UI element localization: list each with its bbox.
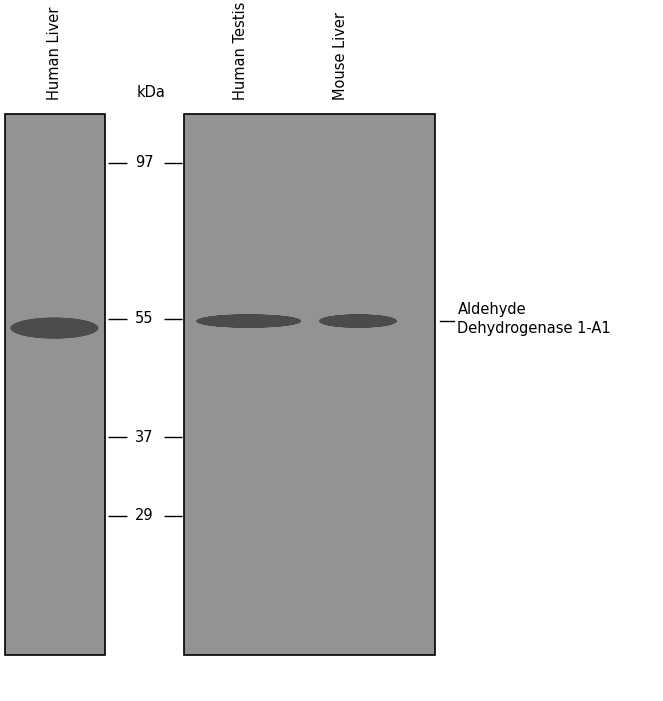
Ellipse shape [11, 318, 98, 339]
Ellipse shape [320, 315, 396, 327]
Ellipse shape [196, 314, 301, 328]
Ellipse shape [11, 318, 97, 338]
Text: Human Liver: Human Liver [47, 7, 62, 100]
Text: 55: 55 [135, 311, 154, 327]
Ellipse shape [320, 315, 396, 327]
Ellipse shape [319, 314, 397, 328]
Ellipse shape [11, 318, 98, 339]
Ellipse shape [11, 318, 98, 339]
Ellipse shape [196, 314, 301, 328]
Ellipse shape [196, 314, 301, 328]
Ellipse shape [11, 318, 97, 338]
Ellipse shape [320, 315, 396, 327]
Ellipse shape [197, 315, 300, 327]
Text: 97: 97 [135, 155, 154, 170]
Text: 29: 29 [135, 508, 154, 524]
Bar [184, 114, 435, 655]
Text: 37: 37 [135, 430, 154, 445]
Ellipse shape [11, 318, 98, 339]
Ellipse shape [319, 314, 397, 328]
Ellipse shape [11, 318, 98, 339]
Ellipse shape [319, 314, 397, 328]
Ellipse shape [319, 314, 397, 328]
Ellipse shape [197, 315, 300, 327]
Ellipse shape [196, 315, 301, 327]
Ellipse shape [196, 314, 301, 328]
Ellipse shape [320, 315, 396, 327]
Ellipse shape [11, 318, 98, 339]
Ellipse shape [11, 318, 97, 338]
Bar [5, 114, 105, 655]
Text: Mouse Liver: Mouse Liver [333, 12, 347, 100]
Ellipse shape [196, 314, 301, 328]
Text: kDa: kDa [137, 86, 166, 100]
Ellipse shape [196, 314, 301, 328]
Ellipse shape [11, 318, 98, 339]
Ellipse shape [197, 315, 300, 327]
Ellipse shape [198, 315, 300, 327]
Ellipse shape [11, 318, 98, 339]
Ellipse shape [196, 314, 301, 328]
Text: Aldehyde
Dehydrogenase 1-A1: Aldehyde Dehydrogenase 1-A1 [457, 301, 611, 336]
Ellipse shape [320, 315, 396, 327]
Ellipse shape [320, 314, 396, 328]
Ellipse shape [11, 318, 98, 339]
Ellipse shape [319, 314, 397, 328]
Text: Human Testis: Human Testis [233, 2, 248, 100]
Ellipse shape [319, 314, 397, 328]
